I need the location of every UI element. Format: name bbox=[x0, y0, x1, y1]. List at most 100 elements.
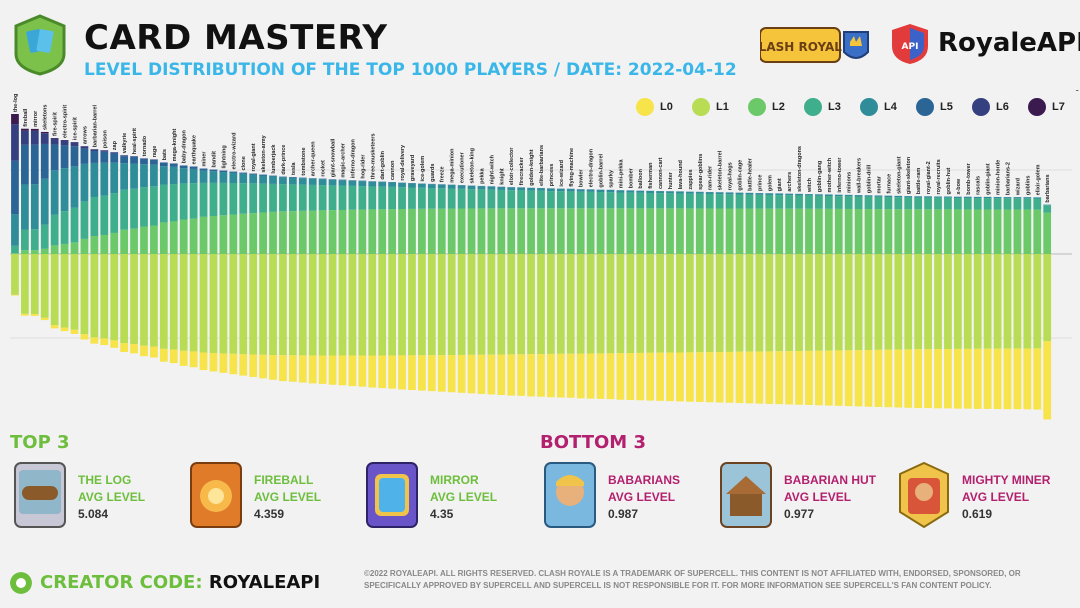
bar-executioner: executioner bbox=[457, 151, 466, 393]
legend-swatch bbox=[636, 98, 654, 116]
bar-segment-l4 bbox=[497, 186, 506, 190]
bar-miner: miner bbox=[199, 151, 208, 371]
bar-segment-l3 bbox=[229, 183, 238, 215]
bar-segment-l3 bbox=[527, 190, 535, 209]
bar-segment-l0 bbox=[527, 354, 535, 397]
bar-segment-l0 bbox=[318, 355, 327, 384]
bar-segment-l2 bbox=[785, 208, 793, 254]
bar-segment-l2 bbox=[487, 208, 496, 254]
bar-segment-l0 bbox=[427, 355, 436, 392]
bar-segment-l2 bbox=[944, 209, 952, 254]
bar-segment-l0 bbox=[358, 355, 367, 387]
bar-segment-l1 bbox=[864, 254, 873, 351]
bar-segment-l2 bbox=[427, 208, 436, 254]
bar-segment-l1 bbox=[1043, 254, 1052, 342]
bar-segment-l4 bbox=[973, 196, 982, 199]
bar-segment-l5 bbox=[279, 176, 287, 178]
bar-segment-l0 bbox=[556, 353, 565, 398]
bar-segment-l5 bbox=[159, 162, 168, 167]
fireball-card-icon bbox=[190, 462, 242, 528]
bar-segment-l0 bbox=[765, 351, 774, 404]
bar-segment-l3 bbox=[100, 195, 109, 235]
bar-label: ice-spirit bbox=[73, 117, 79, 140]
bar-segment-l4 bbox=[656, 191, 664, 194]
bar-segment-l1 bbox=[805, 254, 813, 351]
bar-segment-l2 bbox=[556, 208, 565, 254]
bar-segment-l3 bbox=[934, 197, 942, 210]
bar-segment-l4 bbox=[864, 195, 873, 197]
bar-segment-l1 bbox=[765, 254, 774, 352]
bar-segment-l3 bbox=[556, 191, 565, 209]
bar-segment-l4 bbox=[626, 190, 635, 193]
bar-segment-l4 bbox=[368, 181, 377, 187]
bar-segment-l6 bbox=[120, 155, 129, 157]
bar-segment-l0 bbox=[11, 294, 19, 296]
bar-segment-l3 bbox=[477, 189, 486, 209]
bar-segment-l1 bbox=[457, 254, 466, 355]
bar-segment-l1 bbox=[60, 254, 69, 328]
bar-label: goblin-giant bbox=[986, 163, 992, 195]
bar-segment-l4 bbox=[150, 164, 158, 187]
bar-segment-l3 bbox=[576, 191, 585, 209]
bar-segment-l5 bbox=[80, 148, 89, 164]
bar-segment-l1 bbox=[378, 254, 387, 356]
bar-label: sparky bbox=[608, 169, 614, 188]
bar-segment-l2 bbox=[745, 208, 754, 254]
bar-segment-l1 bbox=[110, 254, 119, 341]
bar-segment-l3 bbox=[695, 193, 704, 209]
bar-segment-l1 bbox=[229, 254, 238, 354]
bar-segment-l3 bbox=[408, 187, 416, 209]
bar-segment-l7 bbox=[30, 128, 39, 131]
bar-segment-l0 bbox=[507, 354, 516, 396]
bar-segment-l3 bbox=[289, 184, 297, 212]
bar-segment-l0 bbox=[745, 351, 754, 404]
bar-segment-l4 bbox=[408, 183, 416, 188]
bar-furnace: furnace bbox=[884, 174, 892, 408]
bar-inferno-dragon: inferno-dragon bbox=[348, 138, 356, 387]
bar-segment-l5 bbox=[219, 170, 228, 173]
legend-label: L0 bbox=[660, 101, 673, 113]
bar-segment-l3 bbox=[457, 188, 466, 209]
bar-segment-l7 bbox=[50, 138, 59, 139]
bar-segment-l2 bbox=[259, 212, 267, 254]
bar-segment-l3 bbox=[636, 192, 645, 209]
bar-segment-l1 bbox=[447, 254, 456, 356]
legal-disclaimer: ©2022 ROYALEAPI. ALL RIGHTS RESERVED. CL… bbox=[364, 569, 1021, 590]
bar-segment-l0 bbox=[626, 353, 635, 401]
bar-segment-l0 bbox=[914, 349, 923, 409]
bar-segment-l4 bbox=[50, 170, 59, 215]
bar-segment-l2 bbox=[854, 209, 863, 254]
bar-segment-l0 bbox=[924, 349, 932, 409]
bar-segment-l0 bbox=[775, 351, 784, 405]
bar-segment-l5 bbox=[239, 172, 248, 174]
bar-segment-l2 bbox=[219, 215, 228, 254]
bar-segment-l4 bbox=[199, 170, 208, 183]
bar-segment-l5 bbox=[289, 177, 297, 178]
bar-segment-l1 bbox=[666, 254, 674, 353]
bar-segment-l3 bbox=[159, 184, 168, 223]
bar-segment-l0 bbox=[725, 351, 734, 403]
bar-label: skeleton-dragons bbox=[797, 146, 803, 192]
bar-minion-horde: minion-horde bbox=[993, 160, 1002, 410]
bar-segment-l3 bbox=[973, 198, 982, 210]
bar-segment-l3 bbox=[447, 188, 456, 209]
bar-segment-l0 bbox=[150, 346, 158, 358]
bar-segment-l1 bbox=[120, 254, 129, 344]
bar-segment-l0 bbox=[70, 329, 79, 334]
bar-segment-l5 bbox=[30, 144, 39, 185]
bar-electro-wizard: electro-wizard bbox=[229, 133, 237, 375]
legend-swatch bbox=[804, 98, 822, 116]
creator-code-label: CREATOR CODE: bbox=[40, 572, 203, 593]
bar-segment-l1 bbox=[894, 254, 903, 350]
bar-segment-l4 bbox=[785, 193, 793, 196]
bar-segment-l0 bbox=[378, 355, 387, 389]
bar-segment-l0 bbox=[934, 349, 942, 409]
bar-segment-l4 bbox=[259, 175, 267, 184]
bar-label: inferno-tower bbox=[837, 157, 843, 193]
bar-segment-l4 bbox=[646, 190, 655, 193]
legend-swatch bbox=[748, 98, 766, 116]
bar-mighty-miner: mighty-miner bbox=[1069, 90, 1080, 92]
bar-segment-l5 bbox=[70, 146, 79, 167]
bar-segment-l4 bbox=[140, 164, 148, 188]
top3-title: TOP 3 bbox=[10, 432, 70, 453]
